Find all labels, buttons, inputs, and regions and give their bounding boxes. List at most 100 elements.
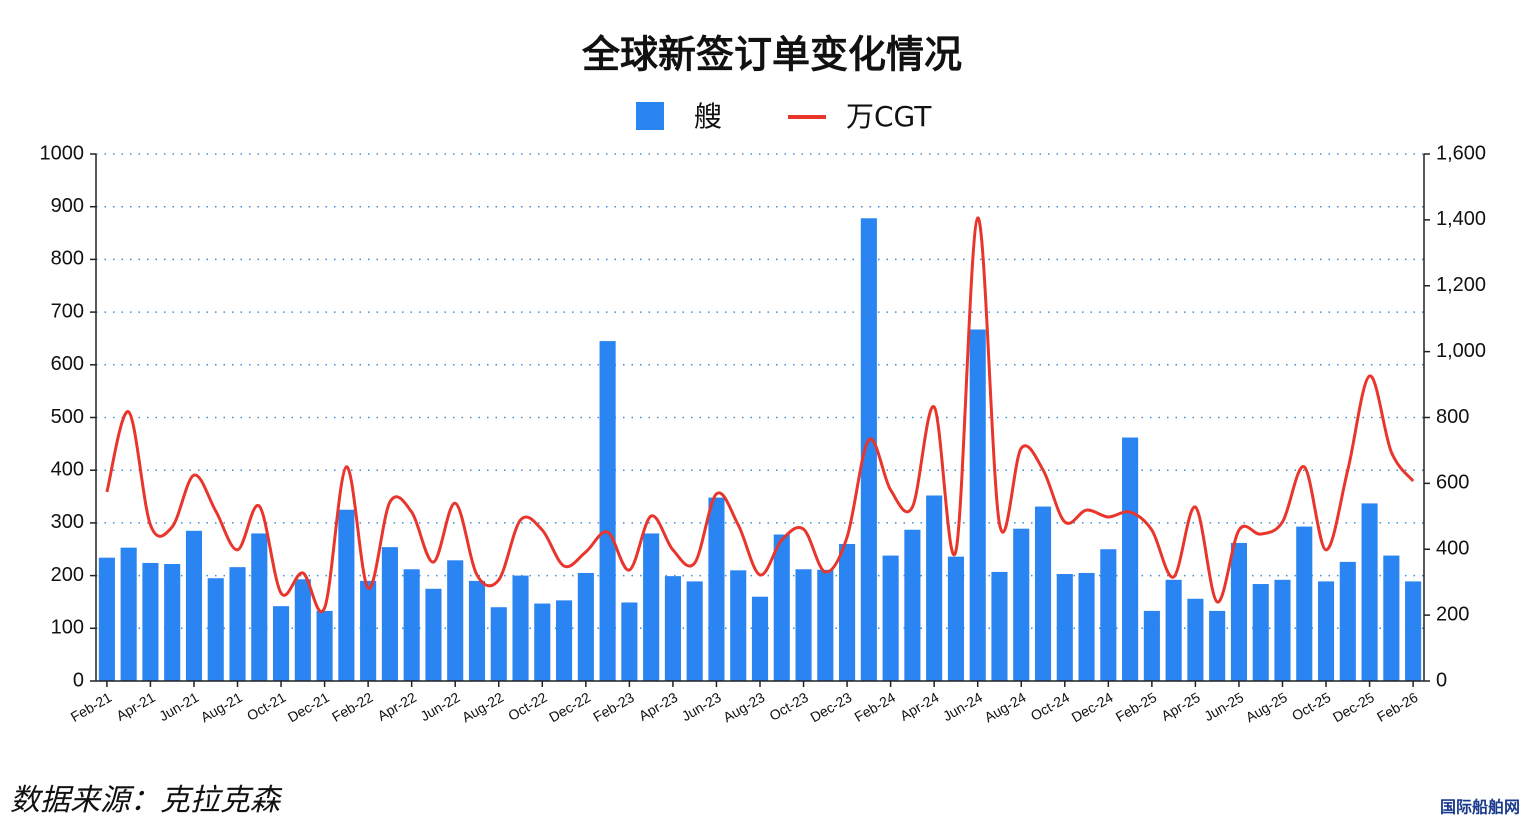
bar [599, 341, 616, 681]
x-tick-label: Oct-24 [1028, 689, 1073, 724]
y-tick-label: 800 [51, 248, 84, 270]
y2-tick-label: 600 [1436, 472, 1469, 494]
bar [1317, 581, 1335, 681]
x-tick-label: Oct-23 [767, 689, 812, 724]
bar [251, 533, 268, 681]
x-tick-label: Oct-25 [1289, 689, 1334, 724]
bar [556, 600, 573, 681]
legend-swatch [636, 102, 664, 130]
bar [1122, 437, 1139, 681]
bar [926, 495, 943, 681]
bar [98, 557, 115, 681]
x-tick-label: Apr-21 [113, 689, 158, 724]
source: 数据来源：克拉克森 [10, 783, 283, 818]
y2-tick-label: 1,200 [1436, 274, 1486, 296]
bar [708, 497, 725, 681]
x-tick-label: Dec-22 [546, 689, 593, 726]
y-tick-label: 300 [51, 511, 84, 533]
x-tick-label: Feb-24 [852, 689, 899, 725]
y-tick-label: 900 [51, 195, 84, 217]
bar [447, 560, 464, 681]
bar [947, 556, 964, 681]
y2-tick-label: 1,000 [1436, 340, 1486, 362]
bar [882, 555, 899, 681]
bar [751, 596, 769, 681]
bar [1143, 610, 1160, 681]
x-tick-label: Oct-21 [244, 689, 289, 724]
bar [1252, 584, 1269, 681]
x-tick-label: Feb-25 [1113, 689, 1160, 725]
bar [1078, 572, 1095, 681]
bar [686, 581, 703, 681]
x-tick-label: Dec-24 [1069, 689, 1116, 726]
watermark: 国际船舶网 [1440, 798, 1520, 817]
x-tick-label: Dec-23 [807, 689, 854, 726]
x-tick-label: Aug-21 [198, 689, 245, 726]
y2-tick-label: 800 [1436, 406, 1469, 428]
bar [229, 567, 246, 681]
bar [294, 579, 311, 681]
x-tick-label: Aug-23 [720, 689, 767, 726]
bar [817, 569, 834, 681]
y2-tick-label: 0 [1436, 669, 1447, 691]
x-tick-label: Feb-22 [329, 689, 376, 725]
x-tick-label: Dec-21 [285, 689, 332, 726]
bar [1209, 610, 1226, 681]
bar [490, 607, 507, 681]
bar [512, 575, 529, 681]
bar [773, 534, 790, 681]
y2-tick-label: 1,400 [1436, 208, 1486, 230]
bar [1100, 549, 1117, 681]
bar [1034, 506, 1052, 681]
x-tick-label: Jun-22 [417, 689, 462, 724]
bar [316, 610, 333, 681]
bar [969, 329, 986, 681]
bar [403, 569, 420, 681]
bar [991, 571, 1008, 681]
y-tick-label: 400 [51, 458, 84, 480]
bar [120, 547, 137, 681]
chart-title: 全球新签订单变化情况 [581, 32, 962, 77]
bar [534, 603, 551, 681]
y2-tick-label: 400 [1436, 538, 1469, 560]
x-tick-label: Aug-22 [459, 689, 506, 726]
x-tick-label: Feb-21 [68, 689, 115, 725]
x-tick-label: Feb-23 [590, 689, 637, 725]
legend-label: 万CGT [846, 100, 932, 133]
x-tick-label: Jun-25 [1201, 689, 1246, 724]
x-tick-label: Dec-25 [1330, 689, 1377, 726]
line [105, 216, 1415, 613]
x-tick-label: Apr-24 [897, 689, 942, 724]
bar [860, 218, 877, 681]
y-tick-label: 700 [51, 300, 84, 322]
bar [360, 580, 377, 681]
x-tick-label: Oct-22 [505, 689, 550, 724]
bar [795, 569, 812, 681]
bar [425, 588, 442, 681]
y-tick-label: 100 [51, 617, 84, 639]
bar [1056, 574, 1073, 681]
x-tick-label: Apr-23 [636, 689, 681, 724]
bar [381, 547, 398, 681]
y-tick-label: 1000 [40, 142, 85, 164]
bar [1339, 561, 1356, 681]
bar [142, 562, 159, 681]
bar [904, 529, 921, 681]
y-tick-label: 200 [51, 564, 84, 586]
bar [468, 580, 486, 681]
y2-tick-label: 200 [1436, 603, 1469, 625]
bar [643, 533, 660, 681]
y-tick-label: 500 [51, 406, 84, 428]
x-tick-label: Jun-23 [679, 689, 724, 724]
x-tick-label: Feb-26 [1374, 689, 1421, 725]
x-tick-label: Jun-21 [156, 689, 201, 724]
bar [1013, 528, 1030, 681]
legend-label: 艘 [694, 100, 722, 133]
x-tick-label: Apr-25 [1158, 689, 1203, 724]
bar [1405, 581, 1422, 681]
bar [1274, 579, 1291, 681]
bar [1361, 503, 1378, 681]
x-tick-label: Aug-25 [1243, 689, 1290, 726]
